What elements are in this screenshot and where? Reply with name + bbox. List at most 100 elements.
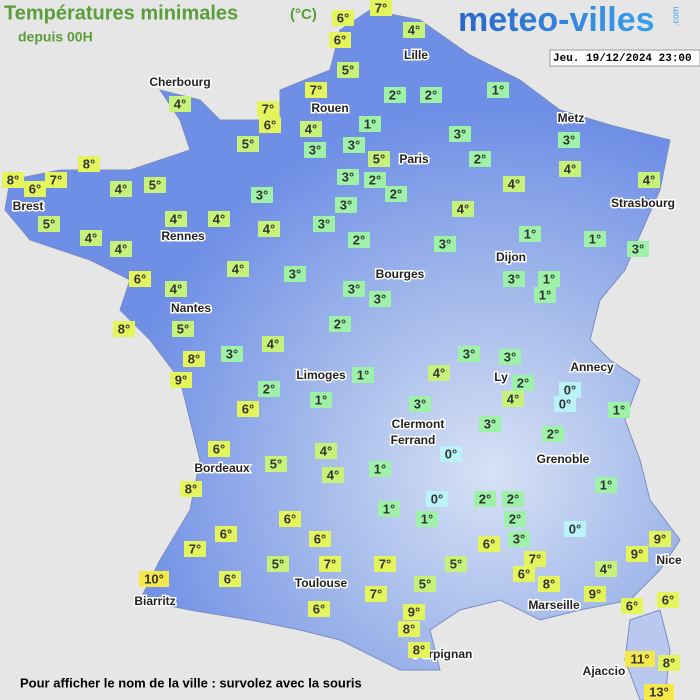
- temp-label: 4°: [85, 230, 97, 245]
- temp-box: [440, 446, 462, 462]
- temp-label: 3°: [414, 396, 426, 411]
- temp-box: [279, 511, 301, 527]
- temp-label: 4°: [115, 241, 127, 256]
- temp-box: [329, 32, 351, 48]
- temp-label: 5°: [450, 556, 462, 571]
- temp-box: [45, 172, 67, 188]
- temp-box: [595, 561, 617, 577]
- temp-box: [369, 461, 391, 477]
- temp-box: [359, 116, 381, 132]
- temp-label: 3°: [226, 346, 238, 361]
- temp-box: [172, 321, 194, 337]
- temp-box: [452, 201, 474, 217]
- temp-label: 2°: [389, 87, 401, 102]
- temp-box: [414, 576, 436, 592]
- temp-box: [378, 501, 400, 517]
- temp-label: 4°: [170, 281, 182, 296]
- temp-box: [608, 402, 630, 418]
- city-label: Rouen: [311, 101, 348, 115]
- temp-label: 6°: [242, 401, 254, 416]
- temp-label: 8°: [83, 156, 95, 171]
- temp-label: 8°: [413, 642, 425, 657]
- temp-box: [542, 426, 564, 442]
- temp-label: 1°: [524, 226, 536, 241]
- temp-label: 6°: [29, 181, 41, 196]
- temp-label: 6°: [334, 32, 346, 47]
- city-label: Nice: [656, 553, 682, 567]
- temp-label: 5°: [177, 321, 189, 336]
- temp-box: [638, 172, 660, 188]
- temp-label: 7°: [310, 82, 322, 97]
- temp-box: [38, 216, 60, 232]
- temp-box: [502, 391, 524, 407]
- temp-box: [487, 82, 509, 98]
- city-label: Marseille: [528, 598, 580, 612]
- temp-label: 5°: [149, 177, 161, 192]
- city-label: Ferrand: [391, 433, 436, 447]
- temp-box: [337, 62, 359, 78]
- temp-label: 4°: [507, 391, 519, 406]
- temp-box: [445, 556, 467, 572]
- temp-label: 7°: [375, 0, 387, 15]
- temp-box: [237, 136, 259, 152]
- temp-box: [658, 655, 680, 671]
- temp-label: 4°: [600, 561, 612, 576]
- temp-label: 3°: [348, 281, 360, 296]
- city-label: Lille: [404, 48, 428, 62]
- temp-label: 3°: [563, 132, 575, 147]
- temp-box: [262, 336, 284, 352]
- city-label: Paris: [399, 152, 429, 166]
- temp-label: 0°: [559, 396, 571, 411]
- temp-label: 4°: [508, 176, 520, 191]
- temp-box: [2, 172, 24, 188]
- temp-box: [267, 556, 289, 572]
- temp-label: 4°: [320, 443, 332, 458]
- temp-label: 5°: [43, 216, 55, 231]
- temp-label: 3°: [318, 216, 330, 231]
- subtitle: depuis 00H: [18, 29, 93, 45]
- temp-label: 13°: [649, 684, 669, 699]
- temp-label: 3°: [504, 349, 516, 364]
- temp-box: [215, 526, 237, 542]
- city-label: Ly: [494, 370, 508, 384]
- temp-box: [304, 142, 326, 158]
- temp-box: [627, 241, 649, 257]
- temp-box: [469, 151, 491, 167]
- temp-label: 4°: [433, 365, 445, 380]
- temp-label: 7°: [379, 556, 391, 571]
- temp-label: 6°: [264, 117, 276, 132]
- temp-box: [227, 261, 249, 277]
- temp-label: 3°: [348, 137, 360, 152]
- temp-label: 7°: [189, 541, 201, 556]
- temp-label: 3°: [508, 271, 520, 286]
- temp-label: 0°: [564, 382, 576, 397]
- temp-label: 4°: [115, 181, 127, 196]
- temp-label: 9°: [654, 531, 666, 546]
- temp-box: [649, 531, 671, 547]
- temp-label: 2°: [517, 375, 529, 390]
- temp-label: 6°: [213, 441, 225, 456]
- logo-suffix: .com: [670, 6, 680, 26]
- temp-box: [621, 598, 643, 614]
- temp-box: [300, 121, 322, 137]
- temp-label: 1°: [589, 231, 601, 246]
- temp-label: 4°: [327, 467, 339, 482]
- temp-box: [595, 477, 617, 493]
- temp-label: 8°: [188, 351, 200, 366]
- temp-label: 1°: [613, 402, 625, 417]
- temp-label: 9°: [408, 604, 420, 619]
- temp-label: 1°: [364, 116, 376, 131]
- temp-box: [657, 592, 679, 608]
- city-label: Cherbourg: [149, 75, 210, 89]
- temp-box: [183, 351, 205, 367]
- temp-label: 3°: [463, 346, 475, 361]
- temp-box: [564, 521, 586, 537]
- temp-label: 4°: [213, 211, 225, 226]
- temp-box: [449, 126, 471, 142]
- temp-box: [385, 186, 407, 202]
- temp-label: 0°: [431, 491, 443, 506]
- temp-box: [416, 511, 438, 527]
- temp-box: [352, 367, 374, 383]
- temp-box: [502, 491, 524, 507]
